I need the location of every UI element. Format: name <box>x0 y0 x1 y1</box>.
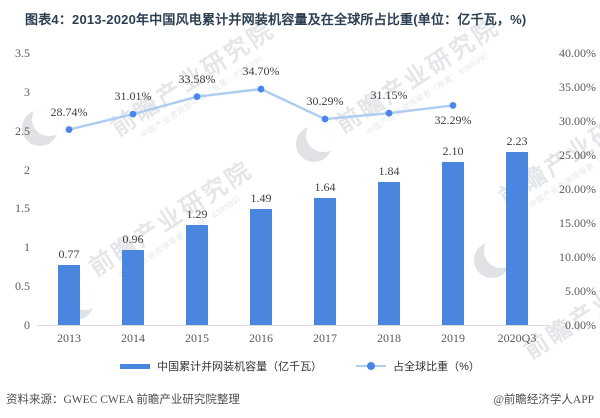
bar-2015 <box>186 224 208 325</box>
legend-item-capacity: 中国累计并网装机容量（亿千瓦） <box>120 358 322 374</box>
source-note: 资料来源：GWEC CWEA 前瞻产业研究院整理 <box>6 394 240 406</box>
right-axis-tick: 35.00% <box>559 80 596 94</box>
x-axis-line <box>37 325 549 326</box>
left-axis-tick: 0.5 <box>15 279 30 294</box>
line-point-label: 32.29% <box>434 113 472 128</box>
right-axis-tick: 10.00% <box>559 250 596 264</box>
right-axis-tick: 15.00% <box>559 216 596 230</box>
x-axis-label: 2020Q3 <box>497 331 537 345</box>
x-axis-label: 2014 <box>121 331 145 345</box>
line-series-swatch <box>356 362 387 370</box>
left-axis-tick: 2.5 <box>15 123 30 138</box>
footer: 资料来源：GWEC CWEA 前瞻产业研究院整理 @前瞻经济学人APP <box>6 391 594 407</box>
left-axis-tick: 3.5 <box>15 46 30 60</box>
bar-2017 <box>314 197 336 325</box>
x-axis-label: 2019 <box>441 331 465 345</box>
bar-2013 <box>58 265 80 325</box>
left-axis-tick: 1.5 <box>15 201 30 216</box>
legend-item-global-share: 占全球比重（%） <box>356 358 480 374</box>
line-point-label: 34.70% <box>242 64 280 79</box>
left-axis-tick: 3 <box>24 84 30 99</box>
right-axis-tick: 40.00% <box>559 46 596 60</box>
bar-2016 <box>250 209 272 325</box>
line-point-marker <box>65 126 73 133</box>
right-axis-tick: 20.00% <box>559 182 596 196</box>
legend-label-global-share: 占全球比重（%） <box>393 361 480 373</box>
x-axis-label: 2016 <box>249 331 273 345</box>
right-axis-tick: 0.00% <box>565 318 596 332</box>
bar-value-label: 0.77 <box>58 247 80 262</box>
chart-title: 图表4：2013-2020年中国风电累计并网装机容量及在全球所占比重(单位：亿千… <box>25 12 527 27</box>
x-axis-label: 2018 <box>377 331 401 345</box>
bar-value-label: 0.96 <box>122 232 144 247</box>
bar-2020Q3 <box>506 151 528 325</box>
right-axis-tick: 30.00% <box>559 114 596 128</box>
line-point-label: 31.01% <box>114 89 152 104</box>
right-axis-tick: 25.00% <box>559 148 596 162</box>
x-axis-label: 2013 <box>57 331 81 345</box>
right-axis-tick: 5.00% <box>565 284 596 298</box>
bar-value-label: 1.49 <box>250 191 272 206</box>
x-axis-label: 2015 <box>185 331 209 345</box>
left-axis-tick: 1 <box>24 240 30 255</box>
x-axis-label: 2017 <box>313 331 337 345</box>
line-point-marker <box>449 102 457 109</box>
legend: 中国累计并网装机容量（亿千瓦） 占全球比重（%） <box>0 358 600 374</box>
line-point-marker <box>385 109 393 117</box>
line-point-label: 33.58% <box>178 71 216 86</box>
line-point-label: 28.74% <box>50 104 88 119</box>
line-point-label: 31.15% <box>370 88 408 103</box>
line-point-marker <box>321 115 329 123</box>
bar-2018 <box>378 182 400 325</box>
bar-2014 <box>122 250 144 325</box>
bar-value-label: 2.23 <box>506 133 528 148</box>
left-axis-tick: 0 <box>24 318 30 332</box>
legend-label-capacity: 中国累计并网装机容量（亿千瓦） <box>157 361 323 373</box>
bar-value-label: 1.84 <box>378 164 400 178</box>
brand-note: @前瞻经济学人APP <box>493 394 594 406</box>
bar-series-swatch <box>120 363 151 369</box>
line-point-label: 30.29% <box>306 94 344 109</box>
bar-value-label: 2.10 <box>442 143 464 158</box>
line-point-marker <box>257 85 265 93</box>
line-point-marker <box>129 110 137 118</box>
bar-value-label: 1.29 <box>186 206 208 221</box>
line-marker-swatch <box>367 362 376 370</box>
line-point-marker <box>193 93 201 101</box>
bar-value-label: 1.64 <box>314 179 336 194</box>
bar-2019 <box>442 161 464 325</box>
left-axis-tick: 2 <box>24 162 30 177</box>
